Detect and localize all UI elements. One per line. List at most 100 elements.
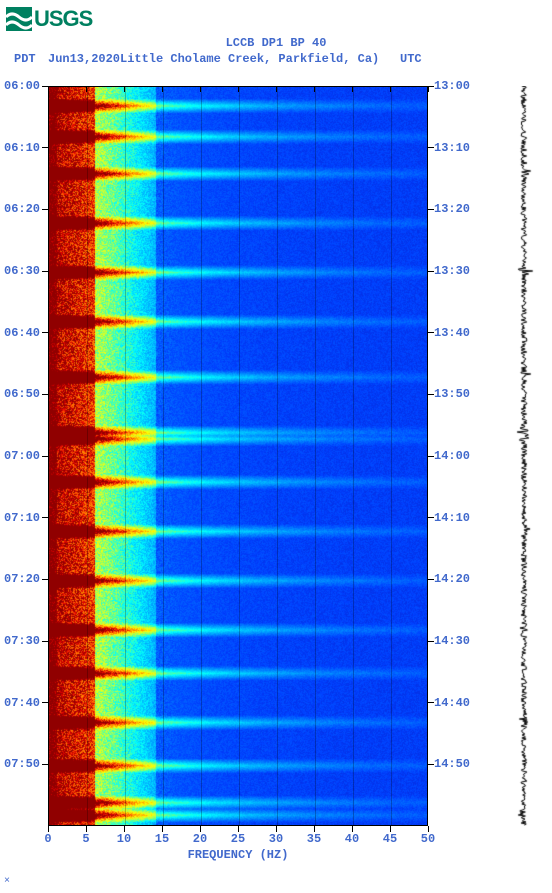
y-tick-left: 06:20 xyxy=(4,202,40,216)
y-tick-mark xyxy=(42,764,48,765)
y-tick-mark xyxy=(42,517,48,518)
usgs-logo-text: USGS xyxy=(34,6,92,32)
y-tick-mark xyxy=(428,271,434,272)
y-tick-mark xyxy=(428,702,434,703)
y-tick-right: 14:30 xyxy=(434,634,470,648)
y-tick-left: 06:00 xyxy=(4,79,40,93)
seismogram-canvas xyxy=(510,86,538,826)
y-tick-right: 14:20 xyxy=(434,572,470,586)
chart-title: LCCB DP1 BP 40 xyxy=(0,36,552,50)
y-tick-right: 14:40 xyxy=(434,696,470,710)
x-tick-mark xyxy=(48,826,49,832)
x-tick-mark xyxy=(48,86,49,92)
y-tick-mark xyxy=(428,394,434,395)
x-tick-label: 0 xyxy=(44,832,51,846)
x-tick-mark xyxy=(314,826,315,832)
y-tick-mark xyxy=(428,209,434,210)
x-tick-label: 30 xyxy=(269,832,283,846)
x-tick-label: 35 xyxy=(307,832,321,846)
y-tick-left: 07:10 xyxy=(4,511,40,525)
footer-mark: × xyxy=(4,876,10,887)
y-tick-right: 14:50 xyxy=(434,757,470,771)
y-tick-mark xyxy=(42,147,48,148)
x-tick-mark xyxy=(200,826,201,832)
y-tick-left: 06:10 xyxy=(4,141,40,155)
x-tick-mark xyxy=(86,86,87,92)
gridline-v xyxy=(87,87,88,825)
y-tick-mark xyxy=(42,332,48,333)
y-tick-mark xyxy=(42,641,48,642)
x-tick-mark xyxy=(390,86,391,92)
y-tick-right: 13:10 xyxy=(434,141,470,155)
y-tick-left: 07:00 xyxy=(4,449,40,463)
y-tick-mark xyxy=(42,579,48,580)
y-tick-left: 06:40 xyxy=(4,326,40,340)
title-subrow: PDT Jun13,2020 Little Cholame Creek, Par… xyxy=(0,52,552,68)
x-tick-label: 5 xyxy=(82,832,89,846)
right-timezone-label: UTC xyxy=(400,52,422,66)
y-tick-left: 06:50 xyxy=(4,387,40,401)
left-timezone-label: PDT xyxy=(14,52,36,66)
y-tick-right: 13:20 xyxy=(434,202,470,216)
y-tick-mark xyxy=(42,209,48,210)
y-tick-mark xyxy=(428,517,434,518)
gridline-v xyxy=(163,87,164,825)
x-tick-label: 15 xyxy=(155,832,169,846)
y-tick-right: 14:00 xyxy=(434,449,470,463)
x-tick-mark xyxy=(352,86,353,92)
x-tick-label: 40 xyxy=(345,832,359,846)
x-tick-mark xyxy=(276,86,277,92)
gridline-v xyxy=(125,87,126,825)
x-tick-mark xyxy=(238,826,239,832)
gridline-v xyxy=(315,87,316,825)
x-tick-mark xyxy=(428,86,429,92)
gridline-v xyxy=(277,87,278,825)
location-label: Little Cholame Creek, Parkfield, Ca) xyxy=(120,52,379,66)
y-tick-mark xyxy=(42,86,48,87)
y-tick-right: 13:40 xyxy=(434,326,470,340)
y-tick-right: 13:30 xyxy=(434,264,470,278)
y-tick-mark xyxy=(42,702,48,703)
y-tick-mark xyxy=(42,394,48,395)
x-tick-mark xyxy=(124,86,125,92)
x-tick-label: 45 xyxy=(383,832,397,846)
x-tick-mark xyxy=(390,826,391,832)
spectrogram-plot xyxy=(48,86,428,826)
x-tick-mark xyxy=(200,86,201,92)
x-tick-label: 50 xyxy=(421,832,435,846)
gridline-v xyxy=(353,87,354,825)
y-tick-left: 06:30 xyxy=(4,264,40,278)
y-tick-mark xyxy=(428,764,434,765)
x-tick-label: 10 xyxy=(117,832,131,846)
y-tick-right: 14:10 xyxy=(434,511,470,525)
usgs-wave-icon xyxy=(6,7,32,31)
y-tick-left: 07:40 xyxy=(4,696,40,710)
gridline-v xyxy=(239,87,240,825)
x-tick-mark xyxy=(428,826,429,832)
y-tick-mark xyxy=(428,86,434,87)
x-tick-mark xyxy=(238,86,239,92)
x-tick-mark xyxy=(162,826,163,832)
page-root: USGS LCCB DP1 BP 40 PDT Jun13,2020 Littl… xyxy=(0,0,552,893)
y-tick-right: 13:50 xyxy=(434,387,470,401)
seismogram-strip xyxy=(510,86,538,826)
x-tick-mark xyxy=(124,826,125,832)
y-tick-mark xyxy=(428,641,434,642)
title-block: LCCB DP1 BP 40 PDT Jun13,2020 Little Cho… xyxy=(0,36,552,68)
y-tick-left: 07:50 xyxy=(4,757,40,771)
y-tick-mark xyxy=(428,147,434,148)
y-tick-left: 07:30 xyxy=(4,634,40,648)
y-tick-mark xyxy=(42,456,48,457)
y-tick-mark xyxy=(428,332,434,333)
y-tick-right: 13:00 xyxy=(434,79,470,93)
x-tick-mark xyxy=(314,86,315,92)
x-tick-label: 25 xyxy=(231,832,245,846)
x-tick-mark xyxy=(276,826,277,832)
y-tick-mark xyxy=(42,271,48,272)
x-axis-label: FREQUENCY (HZ) xyxy=(48,848,428,862)
y-tick-left: 07:20 xyxy=(4,572,40,586)
x-tick-label: 20 xyxy=(193,832,207,846)
x-tick-mark xyxy=(162,86,163,92)
date-label: Jun13,2020 xyxy=(48,52,120,66)
x-tick-mark xyxy=(352,826,353,832)
